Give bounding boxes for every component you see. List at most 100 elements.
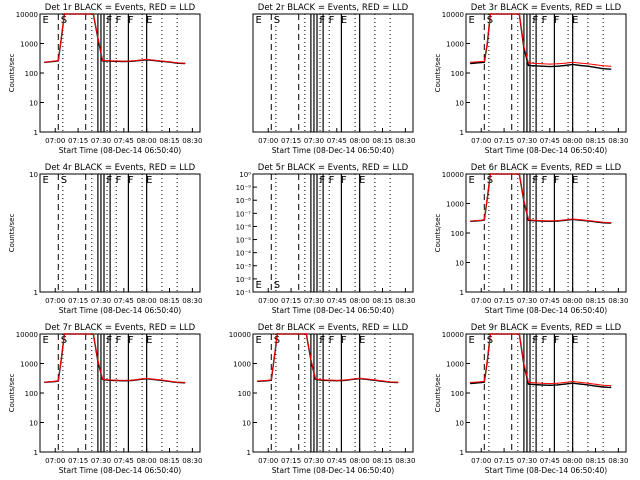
y-tick-label: 1000 xyxy=(20,361,38,369)
plot-frame xyxy=(465,13,627,133)
x-tick-label: 07:30 xyxy=(304,457,324,465)
x-tick-label: 08:30 xyxy=(608,457,628,465)
data-point xyxy=(533,384,536,386)
flag-letter: E xyxy=(469,175,475,186)
y-tick-label: 10⁻² xyxy=(236,276,252,284)
data-point xyxy=(564,62,566,64)
x-tick-label: 07:00 xyxy=(45,297,65,305)
flag-letter: E xyxy=(469,15,475,26)
data-point xyxy=(518,333,520,335)
flag-letter: S xyxy=(274,15,280,26)
data-point xyxy=(594,66,597,68)
y-tick-label: 10⁻⁶ xyxy=(236,223,252,231)
y-tick-label: 10⁻⁸ xyxy=(236,197,252,205)
flag-letter: E xyxy=(43,15,49,26)
y-tick-label: 10⁻³ xyxy=(236,263,252,271)
panel-title: Det 3r BLACK = Events, RED = LLD xyxy=(471,3,622,13)
data-point xyxy=(495,13,498,15)
data-point xyxy=(602,384,604,386)
data-point xyxy=(97,359,99,361)
panel-title: Det 6r BLACK = Events, RED = LLD xyxy=(471,163,622,173)
data-point xyxy=(610,222,612,224)
x-tick-label: 07:30 xyxy=(517,137,537,145)
data-point xyxy=(572,63,574,66)
x-tick-label: 08:15 xyxy=(372,457,392,465)
y-tick-label: 10000 xyxy=(16,11,38,19)
y-axis-label: Counts/sec xyxy=(434,54,442,93)
data-point xyxy=(579,62,581,64)
data-point xyxy=(336,379,338,381)
data-point xyxy=(594,220,597,223)
data-point xyxy=(397,381,399,383)
panel-title: Det 1r BLACK = Events, RED = LLD xyxy=(45,3,196,13)
y-axis-label: Counts/sec xyxy=(8,214,16,253)
x-axis-label: Start Time (08-Dec-14 06:50:40) xyxy=(272,466,394,475)
flag-letter: F xyxy=(320,175,326,186)
y-tick-label: 10⁻⁷ xyxy=(236,210,252,218)
data-point xyxy=(533,382,536,384)
x-tick-label: 08:15 xyxy=(159,137,179,145)
x-tick-label: 07:45 xyxy=(540,297,560,305)
data-point xyxy=(579,64,581,67)
data-point xyxy=(168,380,171,382)
data-point xyxy=(69,333,72,335)
data-point xyxy=(483,380,485,382)
flag-letter: E xyxy=(146,15,152,26)
data-point xyxy=(541,63,543,65)
data-point xyxy=(138,59,140,61)
flag-letter: E xyxy=(359,335,365,346)
x-tick-label: 07:15 xyxy=(68,457,88,465)
data-point xyxy=(480,60,482,63)
flag-letter: F xyxy=(329,335,335,346)
plot-frame xyxy=(252,333,414,453)
data-point xyxy=(587,384,589,386)
data-point xyxy=(107,379,110,381)
flag-letter: F xyxy=(554,15,560,26)
data-point xyxy=(480,62,482,64)
x-tick-label: 08:30 xyxy=(608,137,628,145)
x-tick-label: 07:30 xyxy=(91,137,111,145)
data-point xyxy=(63,13,65,15)
y-tick-label: 100 xyxy=(451,390,464,398)
x-tick-label: 07:00 xyxy=(471,297,491,305)
flag-letter: F xyxy=(329,175,335,186)
x-tick-label: 08:00 xyxy=(563,457,583,465)
data-point xyxy=(541,382,543,384)
data-point xyxy=(57,380,59,382)
data-point xyxy=(495,333,498,335)
x-tick-label: 07:30 xyxy=(304,137,324,145)
data-point xyxy=(523,199,525,201)
flag-letter: F xyxy=(533,335,539,346)
data-point xyxy=(469,61,472,63)
data-point xyxy=(469,220,472,222)
plot-frame xyxy=(252,13,414,133)
y-tick-label: 100 xyxy=(451,230,464,238)
data-point xyxy=(480,381,482,383)
data-point xyxy=(130,379,133,381)
data-point xyxy=(523,362,525,365)
y-tick-label: 10 xyxy=(29,100,38,108)
y-tick-label: 10⁻⁵ xyxy=(236,237,252,245)
flag-letter: E xyxy=(43,175,49,186)
flag-letter: E xyxy=(341,15,347,26)
data-point xyxy=(610,385,612,387)
data-point xyxy=(533,65,536,67)
data-point xyxy=(527,383,530,385)
x-tick-label: 08:30 xyxy=(608,297,628,305)
flag-letter: F xyxy=(107,335,113,346)
data-point xyxy=(54,380,56,382)
data-point xyxy=(602,65,604,67)
data-point xyxy=(107,60,110,62)
data-point xyxy=(527,219,530,221)
data-point xyxy=(579,219,581,221)
x-tick-label: 07:30 xyxy=(517,297,537,305)
data-point xyxy=(549,383,551,385)
data-point xyxy=(527,381,530,383)
flag-letter: E xyxy=(572,175,578,186)
data-point xyxy=(97,36,99,39)
data-point xyxy=(184,381,186,384)
x-tick-label: 07:30 xyxy=(304,297,324,305)
data-point xyxy=(305,333,307,335)
y-tick-label: 1 xyxy=(460,129,464,137)
data-point xyxy=(483,60,485,62)
